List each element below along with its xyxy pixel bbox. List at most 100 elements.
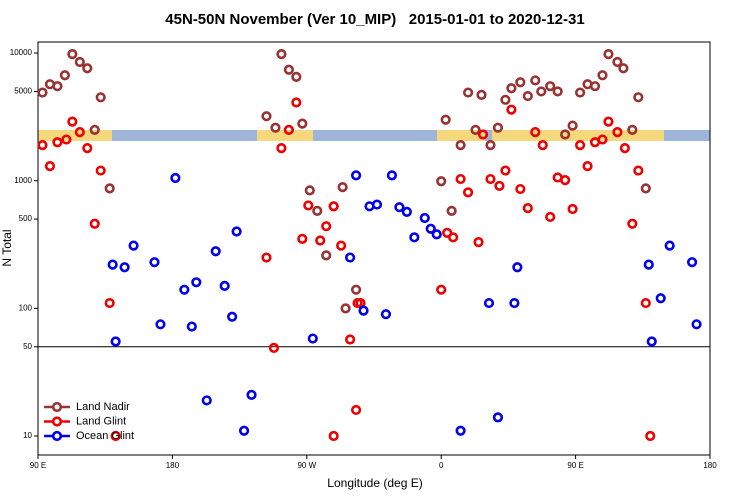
point [506, 104, 517, 115]
point [104, 183, 115, 194]
point [291, 71, 302, 83]
point [52, 81, 63, 92]
point [633, 92, 644, 103]
point [612, 56, 623, 68]
point [345, 334, 356, 345]
point [455, 425, 466, 436]
point [448, 232, 459, 243]
chart-title: 45N-50N November (Ver 10_MIP) 2015-01-01… [165, 11, 584, 28]
point [440, 114, 451, 125]
point [455, 140, 466, 151]
point [597, 134, 608, 145]
point [597, 70, 608, 81]
point [276, 49, 287, 60]
point [283, 124, 294, 135]
point [574, 140, 586, 151]
y-axis-label: N Total [0, 229, 14, 266]
legend-label: Ocean Glint [76, 430, 134, 442]
point [328, 430, 339, 442]
point [691, 319, 702, 330]
y-tick-label: 500 [19, 214, 33, 223]
point [494, 180, 505, 192]
point [328, 201, 339, 212]
point [283, 64, 294, 75]
point [492, 412, 504, 423]
x-axis-label: Longitude (deg E) [327, 476, 422, 490]
point [522, 90, 533, 102]
point [618, 63, 629, 74]
point [500, 94, 511, 105]
point [640, 297, 651, 309]
point [627, 218, 638, 229]
point [485, 173, 496, 185]
point [530, 127, 541, 138]
point [201, 395, 212, 406]
land-strip [257, 130, 313, 141]
point [219, 280, 230, 291]
point [567, 120, 578, 131]
point [89, 124, 100, 135]
point [545, 81, 556, 92]
point [89, 218, 100, 229]
point [589, 81, 601, 92]
point [246, 389, 257, 400]
point [560, 129, 571, 140]
point [509, 297, 520, 309]
point [304, 185, 315, 196]
point [664, 240, 675, 251]
point [477, 129, 489, 140]
point [655, 293, 666, 304]
y-tick-label: 10000 [10, 48, 33, 57]
point [210, 246, 221, 257]
plot-frame [37, 41, 711, 456]
point [128, 240, 139, 251]
point [170, 172, 181, 184]
point [483, 297, 495, 309]
point [552, 86, 563, 97]
point [82, 63, 93, 74]
point [227, 311, 238, 322]
point [419, 212, 430, 224]
point [371, 199, 383, 210]
point [297, 233, 308, 244]
point [59, 70, 70, 81]
point [515, 77, 526, 88]
point [627, 124, 638, 135]
x-tick-label: 180 [166, 461, 180, 470]
point [61, 134, 72, 145]
legend-label: Land Nadir [76, 401, 130, 413]
point [446, 205, 457, 216]
ocean-strip [38, 130, 710, 141]
land-strip [38, 130, 112, 141]
point [186, 321, 197, 332]
y-tick-label: 10 [23, 431, 32, 440]
point [512, 262, 523, 273]
point [500, 165, 511, 176]
point [603, 49, 614, 60]
point [640, 183, 651, 194]
point [633, 165, 644, 176]
point [380, 309, 392, 320]
point [646, 336, 657, 347]
point [545, 211, 556, 223]
point [345, 252, 356, 263]
point [74, 127, 85, 138]
point [276, 142, 287, 154]
legend-symbol [51, 430, 63, 442]
point [297, 118, 308, 129]
point [67, 116, 78, 127]
point [261, 111, 272, 122]
point [74, 56, 85, 68]
y-tick-label: 1000 [14, 176, 32, 185]
point [336, 240, 347, 251]
point [44, 161, 56, 172]
point [82, 142, 93, 154]
point [350, 170, 362, 181]
point [436, 284, 447, 295]
point [107, 259, 118, 270]
point [476, 89, 487, 100]
point [436, 176, 447, 187]
point [537, 140, 548, 151]
point [643, 259, 654, 270]
